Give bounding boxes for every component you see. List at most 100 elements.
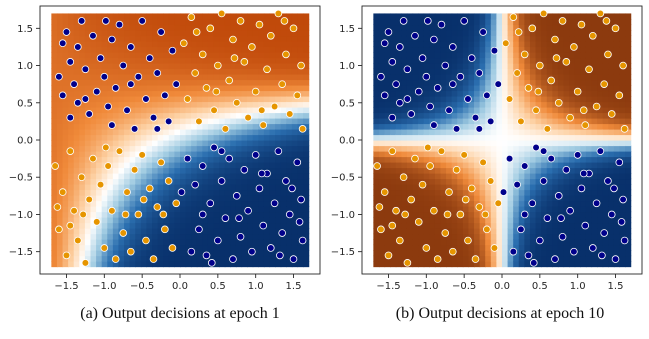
heatmap-cell [502,128,509,136]
heatmap-cell [468,244,475,251]
heatmap-cell [269,51,276,59]
heatmap-cell [557,84,565,92]
data-point [102,143,110,152]
heatmap-cell [269,167,276,174]
heatmap-cell [597,40,604,48]
heatmap-cell [569,189,576,196]
heatmap-cell [485,233,492,240]
heatmap-cell [524,178,531,185]
heatmap-cell [502,140,509,147]
data-point [81,65,90,74]
heatmap-cell [423,95,430,103]
heatmap-cell [625,195,632,202]
heatmap-cell [96,95,103,103]
heatmap-cell [252,40,259,48]
heatmap-cell [247,184,254,191]
heatmap-cell [597,228,604,235]
heatmap-cell [191,18,198,26]
y-tick-label: −1.0 [331,210,355,221]
heatmap-cell [412,112,419,119]
heatmap-cell [412,261,419,268]
data-point [244,206,252,215]
heatmap-cell [168,239,176,246]
heatmap-cell [496,195,503,202]
heatmap-cell [146,90,153,97]
heatmap-cell [384,128,391,136]
heatmap-cell [124,255,131,262]
heatmap-cell [79,40,86,48]
heatmap-cell [241,233,248,240]
heatmap-cell [258,73,265,81]
heatmap-cell [68,84,75,92]
heatmap-cell [185,255,192,262]
heatmap-cell [490,173,498,180]
heatmap-cell [502,101,509,108]
heatmap-cell [140,211,148,218]
heatmap-cell [418,106,425,114]
heatmap-cell [96,233,103,240]
heatmap-cell [213,112,220,119]
heatmap-cell [280,244,287,251]
heatmap-cell [56,51,64,59]
heatmap-cell [118,101,125,108]
heatmap-cell [373,233,380,240]
heatmap-cell [485,46,492,53]
heatmap-cell [429,211,436,218]
heatmap-cell [230,40,237,48]
heatmap-cell [401,195,408,202]
heatmap-cell [224,51,231,59]
heatmap-cell [490,128,498,136]
heatmap-cell [51,117,58,125]
heatmap-cell [263,29,271,37]
heatmap-cell [275,117,282,125]
heatmap-cell [591,156,598,163]
heatmap-cell [457,233,464,240]
heatmap-cell [101,84,108,92]
heatmap-cell [446,84,453,92]
heatmap-cell [496,112,503,119]
heatmap-cell [118,244,125,251]
heatmap-cell [163,244,170,251]
heatmap-cell [585,106,593,114]
heatmap-cell [230,18,237,26]
heatmap-cell [597,90,604,97]
heatmap-cell [291,84,299,92]
heatmap-cell [163,51,170,59]
heatmap-cell [479,62,486,70]
data-point [225,76,233,85]
heatmap-cell [252,244,259,251]
heatmap-cell [118,206,125,213]
heatmap-cell [62,117,69,125]
heatmap-cell [597,35,604,42]
heatmap-cell [502,134,509,141]
heatmap-cell [174,244,181,251]
heatmap-cell [168,112,176,119]
heatmap-cell [613,167,621,174]
heatmap-cell [613,128,621,136]
heatmap-cell [291,233,299,240]
data-point [401,210,409,219]
heatmap-cell [613,13,621,20]
heatmap-cell [513,162,520,169]
heatmap-cell [412,68,419,75]
heatmap-cell [263,140,271,147]
heatmap-cell [107,46,114,53]
heatmap-cell [535,57,542,64]
heatmap-cell [297,101,304,108]
heatmap-cell [84,79,92,86]
data-point [598,251,606,260]
heatmap-cell [485,68,492,75]
heatmap-cell [62,35,69,42]
data-point [145,54,154,62]
heatmap-cell [490,206,498,213]
heatmap-cell [79,51,86,59]
heatmap-cell [535,73,542,81]
heatmap-cell [563,46,570,53]
heatmap-cell [490,35,498,42]
heatmap-cell [580,200,587,207]
heatmap-cell [446,95,453,103]
heatmap-cell [180,217,187,224]
heatmap-cell [513,112,520,119]
heatmap-cell [291,134,299,141]
heatmap-cell [112,184,120,191]
